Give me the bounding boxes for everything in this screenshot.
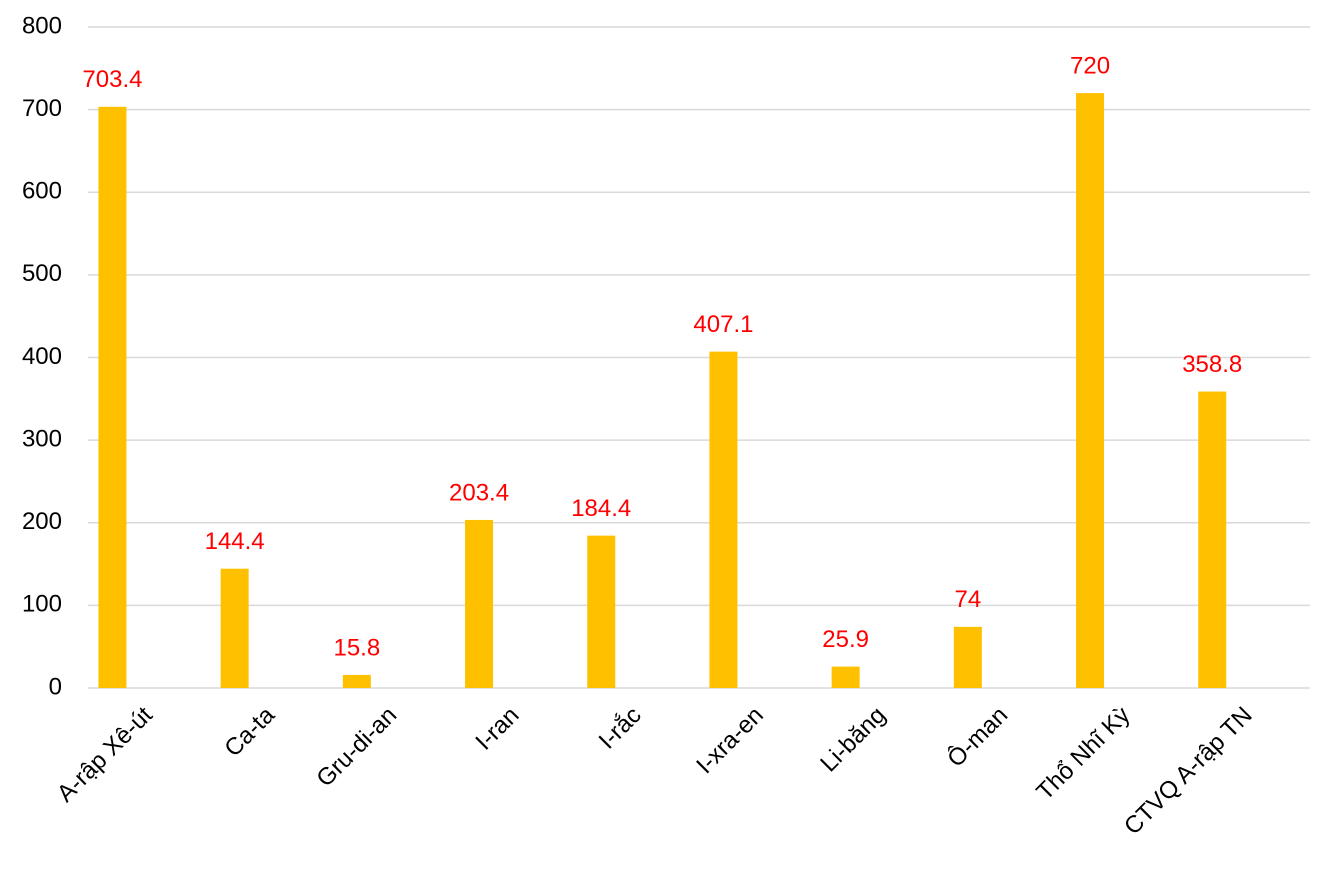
- bar: [98, 106, 127, 689]
- data-label: 720: [1070, 52, 1110, 79]
- bar: [831, 666, 860, 688]
- y-tick-label: 500: [22, 260, 62, 287]
- bar: [953, 626, 982, 688]
- x-tick-label: Li-băng: [815, 702, 891, 778]
- bar: [709, 351, 738, 688]
- data-label: 144.4: [205, 528, 265, 555]
- y-tick-label: 0: [49, 673, 62, 700]
- data-label: 184.4: [571, 495, 631, 522]
- x-tick-label: Thổ Nhĩ Kỳ: [1031, 702, 1135, 806]
- x-tick-label: A-rập Xê-út: [52, 701, 158, 807]
- x-tick-label: CTVQ A-rập TN: [1119, 702, 1258, 841]
- x-tick-label: I-ran: [470, 702, 524, 756]
- data-label: 25.9: [822, 626, 869, 653]
- y-tick-label: 800: [22, 12, 62, 39]
- data-label: 407.1: [693, 311, 753, 338]
- data-label: 203.4: [449, 479, 509, 506]
- x-tick-label: Ô-man: [942, 701, 1014, 773]
- y-tick-label: 300: [22, 425, 62, 452]
- bar: [1076, 93, 1105, 689]
- data-label: 358.8: [1182, 351, 1242, 378]
- y-tick-label: 700: [22, 95, 62, 122]
- x-tick-label: I-xra-en: [691, 702, 769, 780]
- y-tick-label: 600: [22, 178, 62, 205]
- bar: [465, 519, 494, 688]
- data-label: 15.8: [333, 634, 380, 661]
- y-tick-label: 100: [22, 591, 62, 618]
- x-tick-label: Gru-di-an: [311, 702, 402, 793]
- bar: [342, 674, 371, 688]
- bar: [220, 568, 249, 688]
- x-tick-label: Ca-ta: [219, 701, 280, 762]
- y-tick-label: 200: [22, 508, 62, 535]
- bar: [587, 535, 616, 688]
- bar: [1198, 391, 1227, 688]
- data-label: 703.4: [82, 66, 142, 93]
- y-tick-label: 400: [22, 343, 62, 370]
- data-label: 74: [954, 586, 981, 613]
- x-tick-label: I-rắc: [594, 702, 647, 755]
